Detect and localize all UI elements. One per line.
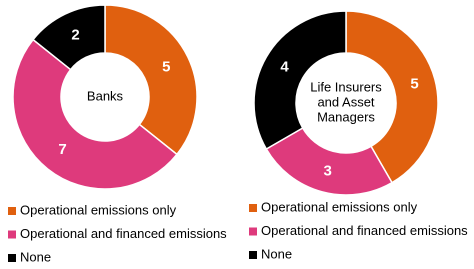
donut-slice bbox=[345, 10, 439, 184]
legend-label: Operational emissions only bbox=[261, 199, 418, 214]
legend-swatch bbox=[249, 227, 257, 236]
center-label: Banks bbox=[87, 88, 124, 103]
donut-slice bbox=[32, 4, 106, 71]
center-label: Life Insurers bbox=[310, 79, 382, 94]
center-label: and Asset bbox=[317, 94, 374, 109]
legend-label: Operational and financed emissions bbox=[261, 223, 468, 238]
legend-label: None bbox=[261, 246, 292, 261]
donut-slice bbox=[104, 4, 198, 156]
legend-label: None bbox=[20, 249, 51, 264]
legend-swatch bbox=[249, 251, 257, 259]
legend-swatch bbox=[8, 254, 16, 262]
slice-label: 4 bbox=[280, 58, 289, 75]
slice-label: 2 bbox=[71, 27, 79, 44]
slice-label: 5 bbox=[162, 58, 170, 75]
donut-slice bbox=[12, 38, 178, 190]
slice-label: 3 bbox=[323, 163, 331, 180]
legend-label: Operational and financed emissions bbox=[20, 226, 227, 241]
slice-label: 5 bbox=[410, 76, 418, 93]
legend-label: Operational emissions only bbox=[20, 202, 177, 217]
donut-slice bbox=[265, 126, 394, 196]
legend-swatch bbox=[8, 207, 16, 215]
legend-swatch bbox=[249, 204, 257, 212]
center-label: Managers bbox=[317, 109, 375, 124]
legend-swatch bbox=[8, 230, 16, 239]
slice-label: 7 bbox=[58, 141, 66, 158]
donut-slice bbox=[253, 10, 347, 151]
